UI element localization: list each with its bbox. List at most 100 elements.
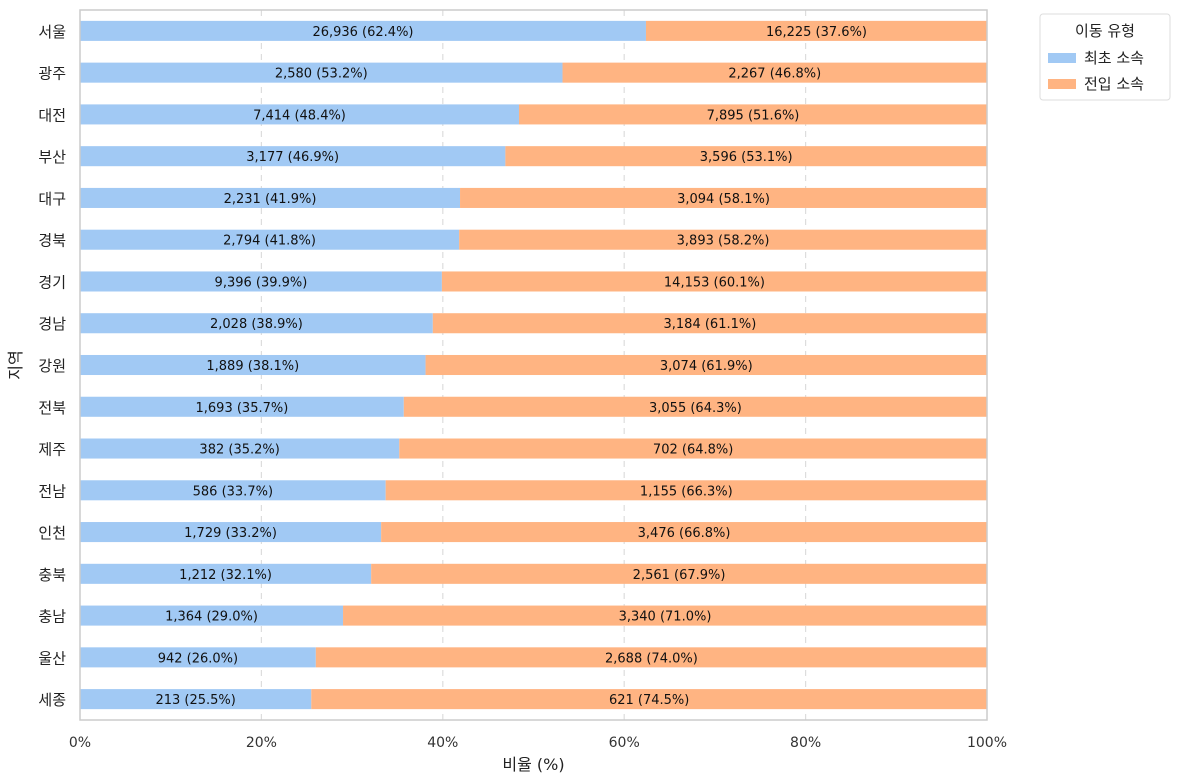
legend-label: 전입 소속	[1084, 75, 1144, 93]
bar-value-label: 26,936 (62.4%)	[312, 25, 413, 40]
category-label: 제주	[38, 441, 66, 459]
bar-value-label: 7,895 (51.6%)	[707, 108, 800, 123]
bar-segment	[80, 313, 433, 334]
bar-value-label: 16,225 (37.6%)	[766, 25, 867, 40]
bar-segment	[425, 354, 987, 376]
x-tick-label: 0%	[69, 735, 91, 751]
bar-segment	[459, 229, 988, 250]
legend-label: 최초 소속	[1084, 49, 1144, 67]
bar-segment	[80, 62, 563, 83]
bar-segment	[371, 563, 988, 584]
plot-frame	[79, 9, 988, 721]
bar-value-label: 14,153 (60.1%)	[664, 275, 765, 290]
bar-segment	[80, 229, 460, 250]
bar-value-label: 2,231 (41.9%)	[224, 192, 317, 207]
bar-segment	[80, 480, 386, 501]
bar-segment	[518, 104, 987, 125]
bar-value-label: 1,155 (66.3%)	[640, 484, 733, 499]
bar-value-label: 7,414 (48.4%)	[253, 108, 346, 123]
bar-value-label: 621 (74.5%)	[609, 693, 689, 708]
bar-segment	[80, 563, 372, 584]
bar-segment	[315, 647, 987, 668]
bar-segment	[403, 396, 987, 417]
bar-value-label: 3,596 (53.1%)	[700, 150, 793, 165]
bar-segment	[311, 689, 987, 710]
bar-segment	[80, 689, 312, 710]
bar-segment	[80, 354, 426, 376]
bar-segment	[385, 480, 987, 501]
bars	[80, 20, 988, 710]
category-label: 인천	[38, 524, 66, 542]
bar-segment	[80, 438, 400, 459]
bar-segment	[80, 605, 344, 626]
bar-segment	[441, 271, 987, 292]
category-label: 대전	[38, 106, 66, 124]
bar-value-label: 1,693 (35.7%)	[196, 401, 289, 416]
category-label: 경기	[38, 273, 66, 291]
category-label: 경남	[38, 315, 66, 333]
category-label: 경북	[38, 232, 66, 250]
category-label: 울산	[38, 649, 66, 667]
category-label: 서울	[38, 23, 66, 41]
x-tick-label: 100%	[967, 735, 1007, 751]
x-tick-label: 60%	[609, 735, 640, 751]
bar-segment	[80, 187, 461, 208]
bar-value-label: 3,094 (58.1%)	[677, 192, 770, 207]
bar-value-label: 2,688 (74.0%)	[605, 651, 698, 666]
bar-labels: 26,936 (62.4%) 16,225 (37.6%) 2,580 (53.2%…	[155, 25, 867, 708]
x-tick-label: 80%	[790, 735, 821, 751]
bar-segment	[80, 647, 316, 668]
bar-value-label: 3,177 (46.9%)	[246, 150, 339, 165]
bar-value-label: 213 (25.5%)	[155, 693, 235, 708]
category-label: 광주	[38, 65, 66, 83]
legend-swatch	[1048, 53, 1076, 63]
bar-value-label: 2,580 (53.2%)	[275, 67, 368, 82]
bar-value-label: 1,889 (38.1%)	[206, 359, 299, 374]
bar-segment	[432, 313, 987, 334]
bar-segment	[505, 146, 987, 167]
bar-value-label: 3,340 (71.0%)	[619, 610, 712, 625]
bar-value-label: 3,055 (64.3%)	[649, 401, 742, 416]
bar-value-label: 942 (26.0%)	[158, 651, 238, 666]
bar-value-label: 3,476 (66.8%)	[638, 526, 731, 541]
bar-value-label: 586 (33.7%)	[193, 484, 273, 499]
bar-value-label: 3,184 (61.1%)	[664, 317, 757, 332]
legend-title: 이동 유형	[1075, 22, 1135, 40]
bar-value-label: 1,212 (32.1%)	[179, 568, 272, 583]
category-label: 전남	[38, 482, 66, 500]
bar-value-label: 1,364 (29.0%)	[165, 610, 258, 625]
x-tick-label: 40%	[427, 735, 458, 751]
bar-segment	[80, 396, 404, 417]
bar-value-label: 2,561 (67.9%)	[633, 568, 726, 583]
x-tick-labels: 0% 20% 40% 60% 80% 100%	[69, 735, 1007, 751]
bar-value-label: 2,267 (46.8%)	[728, 67, 821, 82]
bar-segment	[645, 20, 987, 41]
y-axis-title: 지역	[6, 350, 25, 379]
x-tick-label: 20%	[246, 735, 277, 751]
bar-value-label: 2,794 (41.8%)	[223, 234, 316, 249]
bar-value-label: 3,074 (61.9%)	[660, 359, 753, 374]
category-label: 대구	[38, 190, 66, 208]
bar-value-label: 3,893 (58.2%)	[677, 234, 770, 249]
bar-segment	[80, 20, 646, 41]
category-label: 충북	[38, 566, 66, 584]
category-label: 강원	[38, 357, 66, 375]
category-label: 전북	[38, 399, 66, 417]
category-label: 부산	[38, 148, 66, 166]
bar-segment	[460, 187, 988, 208]
bar-value-label: 382 (35.2%)	[199, 443, 279, 458]
category-label: 충남	[38, 608, 66, 626]
bar-segment	[562, 62, 987, 83]
bar-value-label: 702 (64.8%)	[653, 443, 733, 458]
bar-segment	[80, 104, 519, 125]
bar-segment	[80, 146, 506, 167]
bar-segment	[80, 271, 442, 292]
bar-value-label: 1,729 (33.2%)	[184, 526, 277, 541]
legend-swatch	[1048, 79, 1076, 89]
legend-box	[1039, 13, 1171, 101]
bar-segment	[399, 438, 987, 459]
